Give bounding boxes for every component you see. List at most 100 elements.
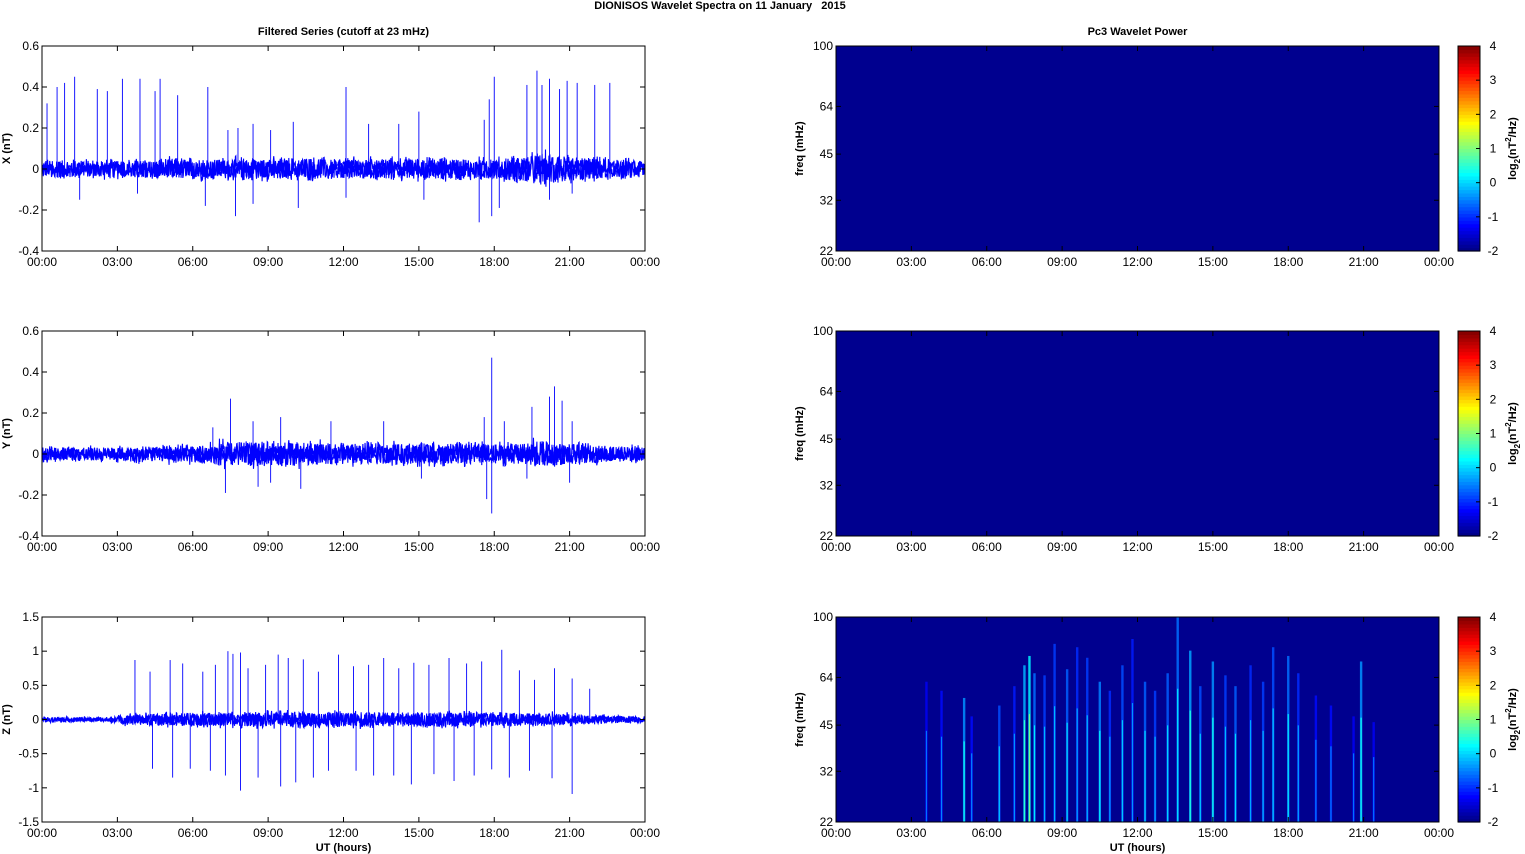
colorbar: 4 3 2 1 0 -1 -2 log2(nT2/Hz) — [1457, 324, 1522, 543]
power-background — [836, 46, 1439, 251]
x-tick-label: 09:00 — [253, 826, 283, 840]
y-tick-label: 0 — [32, 713, 39, 727]
x-tick-label: 06:00 — [972, 826, 1002, 840]
y-tick-label: 100 — [813, 39, 833, 53]
x-tick-label: 00:00 — [1424, 826, 1454, 840]
x-tick-label: 03:00 — [102, 255, 132, 269]
y-tick-label: 0.2 — [22, 121, 39, 135]
y-tick-label: 1 — [32, 644, 39, 658]
colorbar-tick-label: -1 — [1488, 495, 1499, 509]
y-axis-label: Y (nT) — [1, 418, 13, 449]
colorbar-tick-label: 2 — [1490, 678, 1497, 692]
colorbar-label: log2(nT2/Hz) — [1504, 117, 1522, 180]
power-background — [836, 331, 1439, 536]
power-streak — [1189, 710, 1191, 822]
series-panel-y: 0.60.40.20-0.2-0.400:00 03:00 06:00 09:00 12… — [1, 324, 660, 554]
x-tick-label: 00:00 — [630, 540, 660, 554]
y-axis-label: freq (mHz) — [794, 692, 806, 747]
power-streak — [1234, 733, 1237, 822]
x-tick-label: 12:00 — [328, 255, 358, 269]
power-streak — [1297, 725, 1299, 822]
x-tick-label: 09:00 — [1047, 255, 1077, 269]
x-tick-label: 18:00 — [1273, 255, 1303, 269]
x-tick-label: 15:00 — [1198, 540, 1228, 554]
power-streak — [971, 753, 973, 822]
power-streak — [1373, 757, 1375, 822]
x-tick-label: 18:00 — [479, 540, 509, 554]
y-tick-label: 45 — [820, 718, 834, 732]
colorbar: 4 3 2 1 0 -1 -2 log2(nT2/Hz) — [1457, 39, 1522, 258]
y-tick-label: -0.2 — [18, 203, 39, 217]
power-streak — [1023, 720, 1026, 822]
colorbar-tick-label: 3 — [1490, 73, 1497, 87]
power-streak — [1212, 717, 1214, 822]
power-streak — [1249, 720, 1252, 822]
power-streak — [1033, 725, 1036, 822]
colorbar-tick-label: -1 — [1488, 781, 1499, 795]
x-axis-label: UT (hours) — [1110, 842, 1166, 854]
colorbar-tick-label: 4 — [1490, 610, 1497, 624]
y-tick-label: -0.4 — [18, 244, 39, 258]
y-tick-label: 1.5 — [22, 610, 39, 624]
power-streak — [963, 741, 965, 822]
x-tick-label: 06:00 — [972, 540, 1002, 554]
x-tick-label: 15:00 — [1198, 826, 1228, 840]
x-tick-label: 15:00 — [404, 540, 434, 554]
x-tick-label: 21:00 — [555, 255, 585, 269]
x-tick-label: 06:00 — [178, 826, 208, 840]
colorbar-tick-label: 0 — [1490, 461, 1497, 475]
x-tick-label: 09:00 — [1047, 540, 1077, 554]
power-streak — [1109, 736, 1111, 822]
x-tick-label: 03:00 — [896, 255, 926, 269]
x-tick-label: 15:00 — [404, 255, 434, 269]
x-tick-label: 18:00 — [479, 826, 509, 840]
colorbar-tick-label: -2 — [1488, 529, 1499, 543]
colorbar-tick-label: 0 — [1490, 176, 1497, 190]
y-axis-label: Z (nT) — [1, 704, 13, 735]
y-tick-label: 32 — [820, 193, 834, 207]
colorbar-tick-label: 4 — [1490, 39, 1497, 53]
x-tick-label: 00:00 — [1424, 255, 1454, 269]
x-tick-label: 03:00 — [896, 826, 926, 840]
power-streak — [1121, 720, 1124, 822]
power-streak — [1043, 726, 1046, 822]
series-panel-x: 0.60.40.20-0.2-0.400:00 03:00 06:00 09:00 12… — [1, 26, 660, 269]
x-tick-label: 12:00 — [328, 826, 358, 840]
x-tick-label: 18:00 — [1273, 826, 1303, 840]
x-tick-label: 00:00 — [27, 255, 57, 269]
right-panel-title: Pc3 Wavelet Power — [1088, 26, 1189, 38]
x-tick-label: 03:00 — [102, 540, 132, 554]
power-streak — [1144, 730, 1146, 822]
y-tick-label: 100 — [813, 610, 833, 624]
power-streak — [1076, 708, 1078, 822]
x-tick-label: 21:00 — [1349, 826, 1379, 840]
colorbar-label: log2(nT2/Hz) — [1504, 688, 1522, 751]
x-tick-label: 21:00 — [1349, 255, 1379, 269]
colorbar-tick-label: -2 — [1488, 815, 1499, 829]
y-tick-label: -1 — [28, 781, 39, 795]
y-tick-label: 100 — [813, 324, 833, 338]
y-tick-label: 64 — [820, 670, 834, 684]
x-tick-label: 18:00 — [1273, 540, 1303, 554]
x-tick-label: 12:00 — [1122, 255, 1152, 269]
figure-title: DIONISOS Wavelet Spectra on 11 January 2… — [594, 0, 846, 12]
y-tick-label: 45 — [820, 432, 834, 446]
x-tick-label: 21:00 — [555, 826, 585, 840]
y-tick-label: 32 — [820, 478, 834, 492]
x-tick-label: 00:00 — [630, 826, 660, 840]
power-streak — [1199, 733, 1201, 822]
y-tick-label: 0 — [32, 447, 39, 461]
trace-line — [41, 441, 646, 466]
left-panel-title: Filtered Series (cutoff at 23 mHz) — [258, 26, 429, 38]
x-tick-label: 18:00 — [479, 255, 509, 269]
series-panel-z: 1.510.50-0.5-1-1.500:00 03:00 06:00 09:00 12… — [1, 610, 660, 854]
power-streak — [1167, 725, 1169, 822]
x-tick-label: 06:00 — [178, 540, 208, 554]
x-tick-label: 06:00 — [178, 255, 208, 269]
y-tick-label: -0.2 — [18, 488, 39, 502]
power-streak — [1352, 753, 1355, 822]
colorbar-tick-label: 2 — [1490, 107, 1497, 121]
power-streak — [1099, 730, 1101, 822]
